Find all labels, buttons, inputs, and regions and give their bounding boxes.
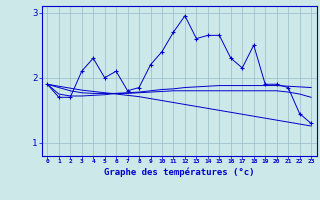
X-axis label: Graphe des températures (°c): Graphe des températures (°c) (104, 167, 254, 177)
